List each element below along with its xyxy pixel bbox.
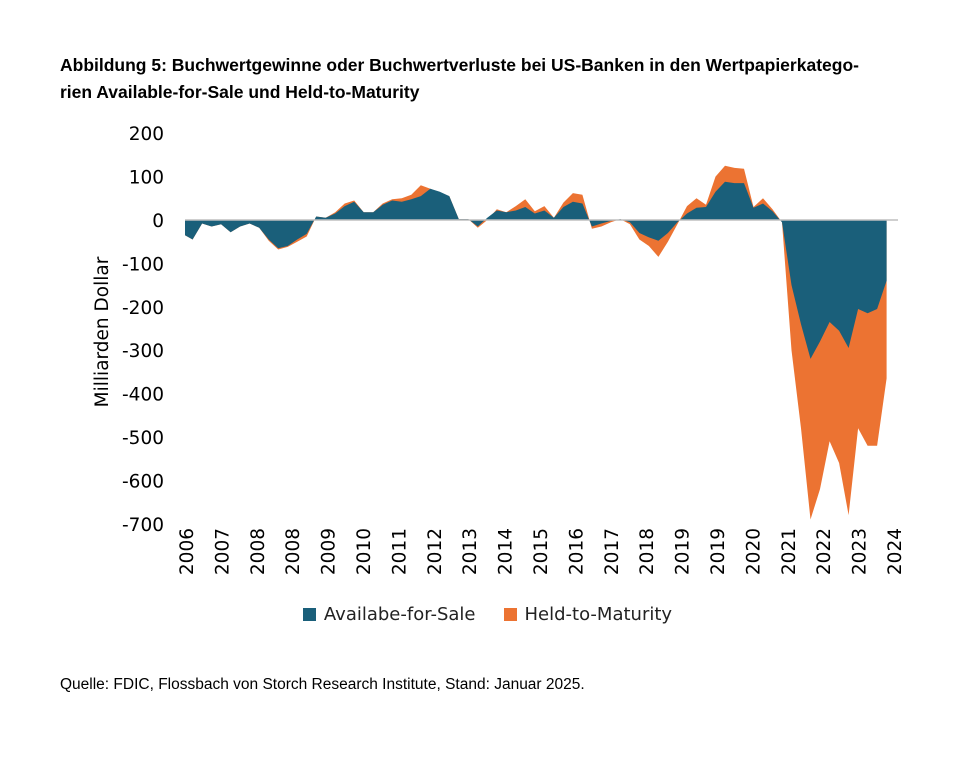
y-tick-label: -200 <box>122 298 164 319</box>
x-tick-label: 2016 <box>566 528 587 575</box>
legend: Availabe-for-Sale Held-to-Maturity <box>0 604 975 625</box>
x-tick-label: 2013 <box>460 528 481 575</box>
x-axis: 2006 2007 2008 2008 2009 2010 2011 2012 2013 2014… <box>177 528 906 575</box>
x-tick-label: 2022 <box>814 528 835 575</box>
chart-title-line-1: Abbildung 5: Buchwertgewinne oder Buchwe… <box>60 55 859 75</box>
x-tick-label: 2010 <box>354 528 375 575</box>
area-chart: 200 100 0 -100 -200 -300 -400 -500 -600 -700 Mill… <box>92 124 906 575</box>
legend-item-htm: Held-to-Maturity <box>503 604 673 625</box>
x-tick-label: 2019 <box>673 528 694 575</box>
chart-title: Abbildung 5: Buchwertgewinne oder Buchwe… <box>60 52 940 106</box>
y-tick-label: -500 <box>122 428 164 449</box>
legend-item-afs: Availabe-for-Sale <box>302 604 476 625</box>
legend-swatch-htm <box>503 608 517 621</box>
x-tick-label: 2018 <box>637 528 658 575</box>
x-tick-label: 2008 <box>283 528 304 575</box>
legend-swatch-afs <box>302 608 316 621</box>
y-tick-label: 100 <box>129 168 164 189</box>
legend-label-afs: Availabe-for-Sale <box>323 604 476 625</box>
x-tick-label: 2007 <box>212 528 233 575</box>
source-note: Quelle: FDIC, Flossbach von Storch Resea… <box>60 676 585 693</box>
y-tick-label: -700 <box>122 515 164 536</box>
y-tick-label: -300 <box>122 341 164 362</box>
y-tick-label: -100 <box>122 254 164 275</box>
x-tick-label: 2021 <box>779 528 800 575</box>
x-tick-label: 2020 <box>743 528 764 575</box>
x-tick-label: 2023 <box>850 528 871 575</box>
y-axis-label: Milliarden Dollar <box>92 256 113 407</box>
y-tick-label: -600 <box>122 471 164 492</box>
y-axis: 200 100 0 -100 -200 -300 -400 -500 -600 -700 <box>122 124 164 536</box>
x-tick-label: 2012 <box>425 528 446 575</box>
y-tick-label: 200 <box>129 124 164 145</box>
x-tick-label: 2006 <box>177 528 198 575</box>
x-tick-label: 2008 <box>248 528 269 575</box>
x-tick-label: 2019 <box>708 528 729 575</box>
area-available-for-sale <box>185 181 887 359</box>
area-held-to-maturity <box>185 165 887 520</box>
x-tick-label: 2014 <box>496 528 517 575</box>
chart-title-line-2: rien Available-for-Sale und Held-to-Matu… <box>60 82 420 102</box>
legend-label-htm: Held-to-Maturity <box>524 604 673 625</box>
x-tick-label: 2015 <box>531 528 552 575</box>
y-tick-label: 0 <box>152 211 164 232</box>
x-tick-label: 2024 <box>885 528 906 575</box>
x-tick-label: 2009 <box>319 528 340 575</box>
x-tick-label: 2017 <box>602 528 623 575</box>
y-tick-label: -400 <box>122 385 164 406</box>
x-tick-label: 2011 <box>389 528 410 575</box>
